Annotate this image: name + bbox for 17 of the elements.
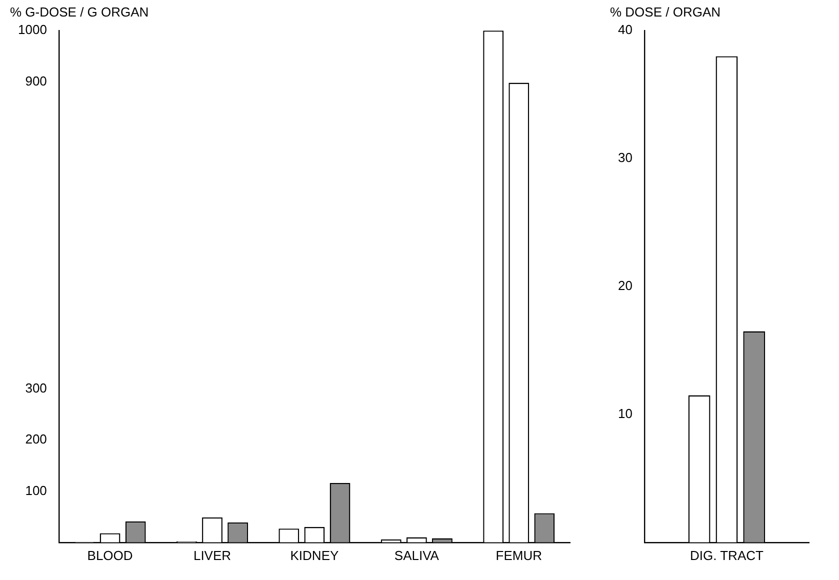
y-axis-title: % DOSE / ORGAN	[610, 4, 721, 20]
x-tick-label: BLOOD	[87, 548, 133, 563]
x-tick-label: SALIVA	[394, 548, 440, 563]
y-tick-label: 40	[618, 22, 632, 38]
y-tick-label: 300	[25, 380, 47, 396]
x-tick-label: DIG. TRACT	[690, 548, 764, 563]
x-tick-label: KIDNEY	[290, 548, 339, 563]
y-tick-label: 200	[25, 432, 47, 447]
y-tick-label: 20	[618, 278, 632, 294]
x-tick-label: FEMUR	[496, 548, 542, 563]
y-tick-label: 900	[25, 73, 47, 88]
y-tick-label: 10	[618, 406, 632, 422]
y-tick-label: 1000	[18, 22, 47, 38]
y-tick-label: 30	[618, 150, 632, 166]
x-tick-label: LIVER	[193, 548, 232, 563]
y-tick-label: 100	[25, 482, 47, 498]
y-axis-title: % G-DOSE / G ORGAN	[10, 4, 149, 20]
